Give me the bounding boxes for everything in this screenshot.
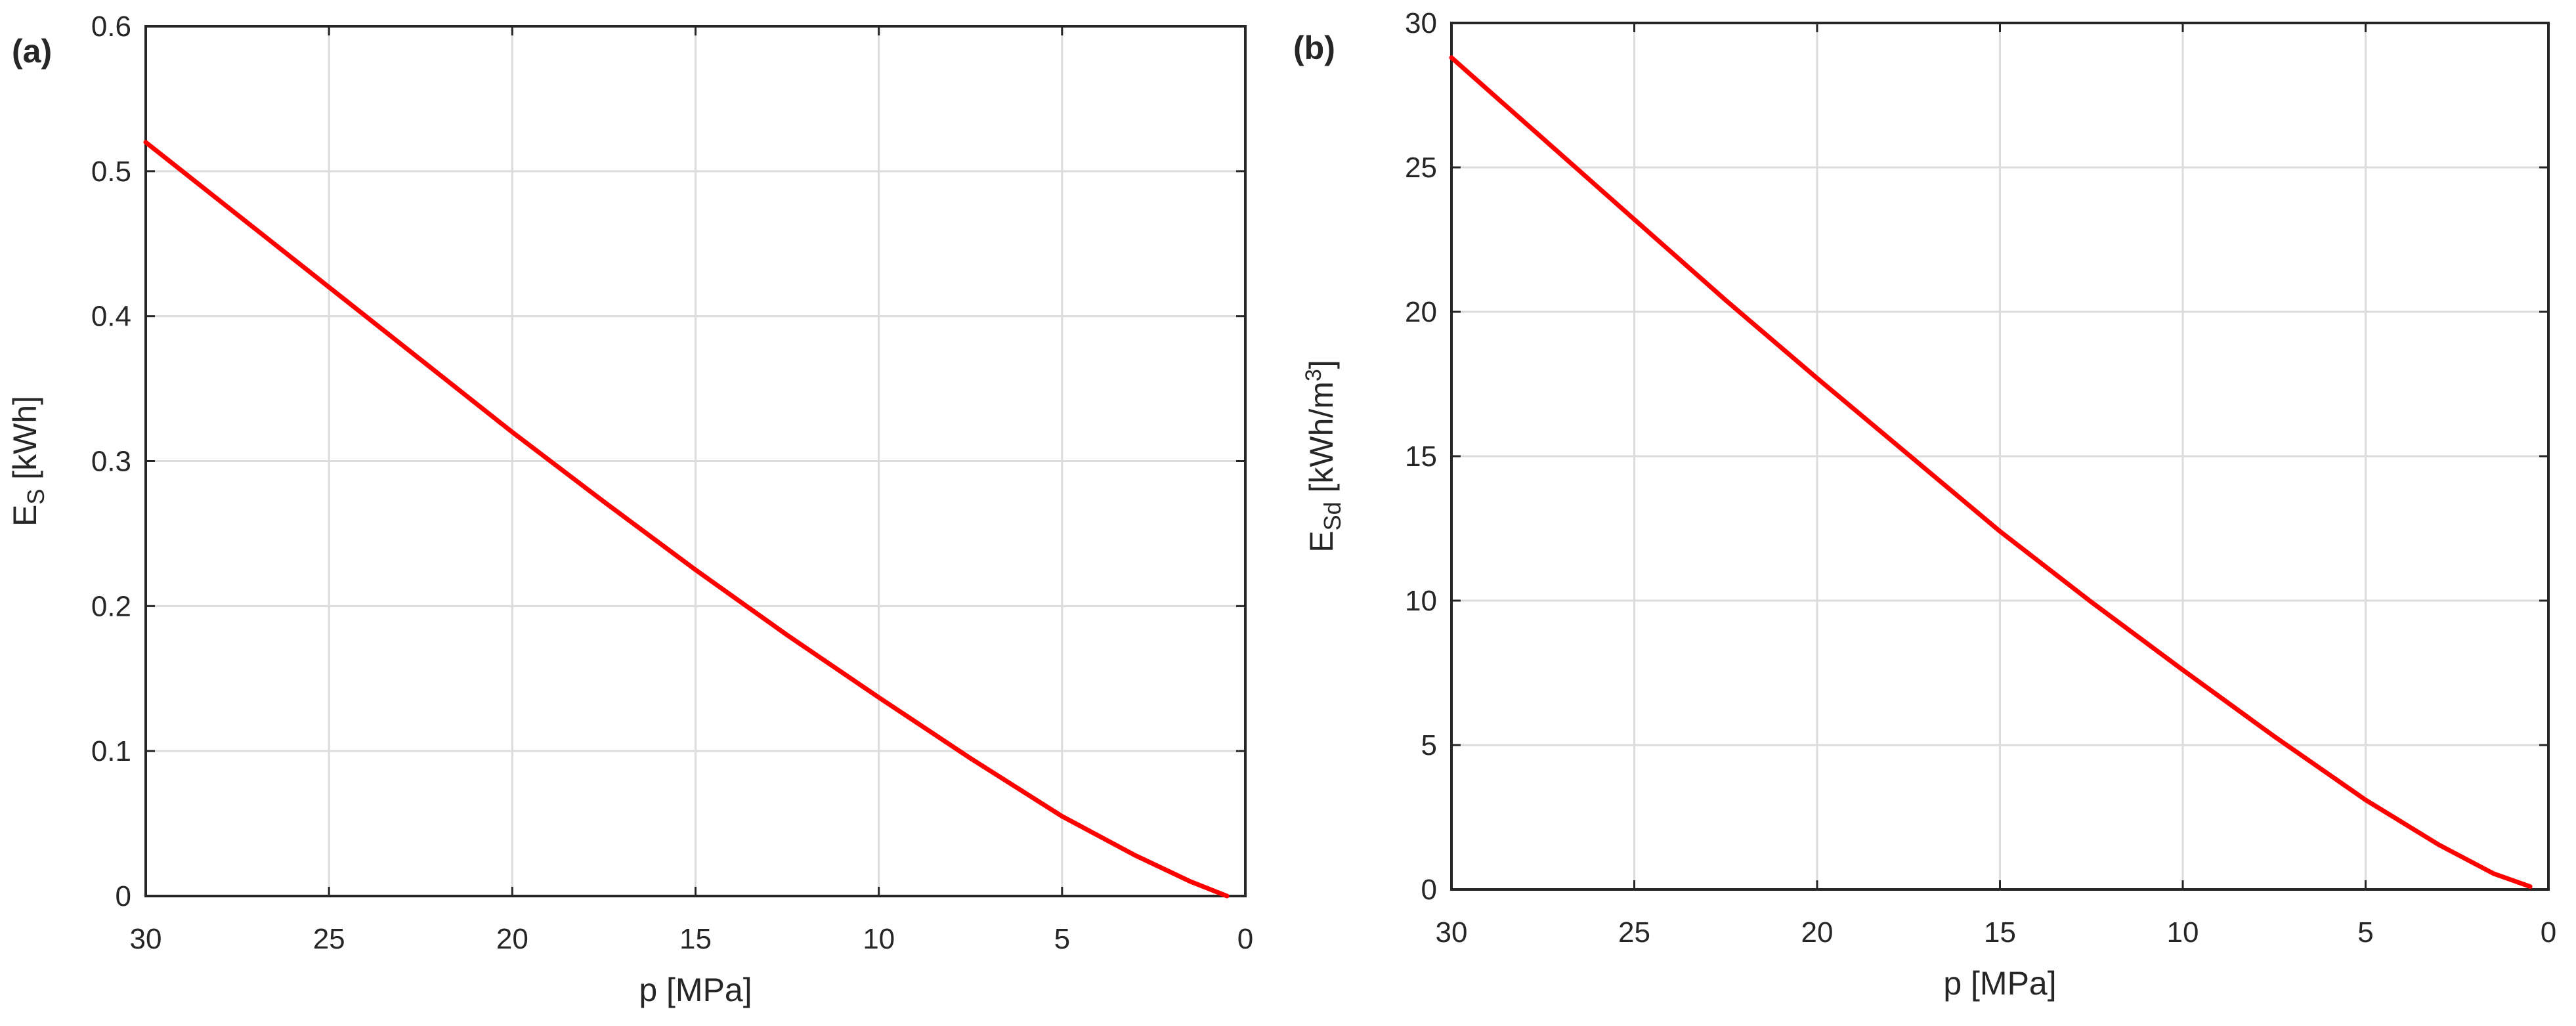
panel-a: 30 25 20 15 10 5 0 0 0.1 0.2 0.3 0.4 0.5 0.6 p [MPa] ES… bbox=[7, 11, 1253, 1008]
x-tick-label: 10 bbox=[863, 923, 895, 955]
x-tick-label: 20 bbox=[1801, 916, 1834, 949]
x-tick-label: 15 bbox=[1984, 916, 2016, 949]
panel-label: (b) bbox=[1293, 30, 1335, 66]
x-tick-label: 20 bbox=[496, 923, 528, 955]
x-tick-label: 10 bbox=[2167, 916, 2199, 949]
x-tick-label: 0 bbox=[1237, 923, 1253, 955]
x-tick-label: 25 bbox=[313, 923, 345, 955]
y-tick-label: 0.4 bbox=[91, 301, 131, 333]
y-tick-label: 20 bbox=[1405, 296, 1437, 328]
y-tick-label: 0.6 bbox=[91, 11, 131, 43]
x-axis-label: p [MPa] bbox=[1943, 965, 2056, 1002]
x-axis-label: p [MPa] bbox=[639, 972, 752, 1008]
x-tick-label: 5 bbox=[2357, 916, 2373, 949]
y-tick-label: 5 bbox=[1421, 729, 1437, 761]
y-tick-label: 15 bbox=[1405, 440, 1437, 473]
y-tick-label: 0 bbox=[116, 880, 131, 912]
y-tick-label: 0 bbox=[1421, 874, 1437, 906]
x-tick-label: 30 bbox=[1436, 916, 1468, 949]
y-tick-label: 10 bbox=[1405, 585, 1437, 617]
y-tick-label: 0.5 bbox=[91, 156, 131, 188]
x-tick-label: 30 bbox=[130, 923, 162, 955]
y-tick-label: 0.3 bbox=[91, 446, 131, 478]
x-tick-label: 15 bbox=[679, 923, 712, 955]
y-tick-label: 30 bbox=[1405, 7, 1437, 39]
y-tick-label: 25 bbox=[1405, 152, 1437, 184]
x-tick-label: 5 bbox=[1054, 923, 1070, 955]
x-tick-label: 25 bbox=[1618, 916, 1650, 949]
series-line bbox=[1449, 55, 2533, 889]
panel-b: 30 25 20 15 10 5 0 0 5 10 15 20 25 30 p [MPa] ESd [kWh/… bbox=[1293, 7, 2556, 1002]
panel-label: (a) bbox=[12, 33, 52, 70]
y-tick-label: 0.1 bbox=[91, 735, 131, 767]
y-axis-label: ES [kWh] bbox=[7, 396, 49, 526]
x-tick-label: 0 bbox=[2541, 916, 2556, 949]
y-axis-label: ESd [kWh/m3] bbox=[1301, 360, 1346, 553]
series-line bbox=[143, 140, 1230, 899]
y-tick-label: 0.2 bbox=[91, 590, 131, 622]
